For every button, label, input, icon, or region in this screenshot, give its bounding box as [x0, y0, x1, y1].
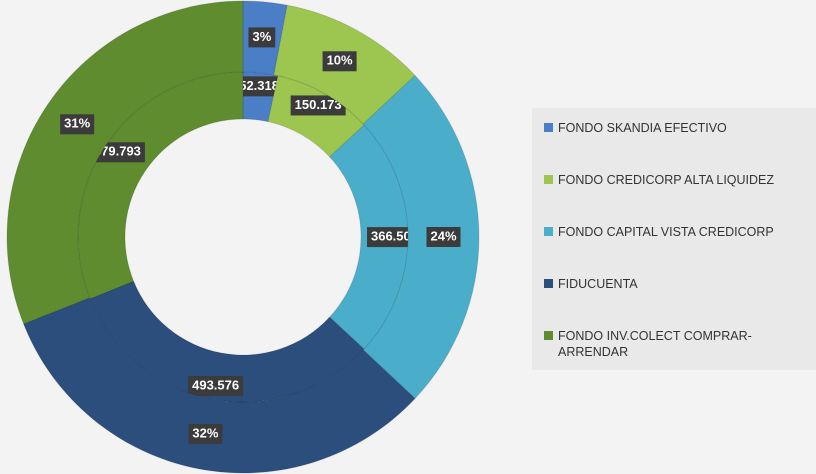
legend-item: FONDO SKANDIA EFECTIVO [544, 120, 816, 172]
data-label-box [188, 423, 223, 444]
doughnut-segment [362, 74, 480, 400]
doughnut-segment [6, 0, 244, 325]
legend-swatch [544, 175, 553, 184]
legend-item: FONDO CREDICORP ALTA LIQUIDEZ [544, 172, 816, 224]
legend: FONDO SKANDIA EFECTIVO FONDO CREDICORP AL… [532, 108, 816, 370]
data-label-box [188, 376, 244, 397]
data-label-text: 150.173 [295, 97, 342, 112]
data-label-text: 366.504 [371, 229, 419, 244]
data-label-box [235, 76, 283, 97]
data-label: 3% [248, 27, 276, 48]
data-label-text: 32% [192, 425, 218, 440]
legend-swatch [544, 227, 553, 236]
data-label-box [426, 227, 461, 247]
legend-label: FONDO CREDICORP ALTA LIQUIDEZ [558, 173, 775, 187]
data-label: 31% [60, 114, 95, 135]
legend-item: FONDO INV.COLECT COMPRAR-ARRENDAR [544, 328, 816, 380]
doughnut-segment [77, 71, 244, 300]
legend-item: FONDO CAPITAL VISTA CREDICORP [544, 224, 816, 276]
data-label-text: 52.318 [239, 78, 279, 93]
data-label-box [290, 95, 346, 116]
legend-label: FONDO SKANDIA EFECTIVO [558, 121, 727, 135]
data-label: 24% [426, 227, 461, 247]
data-label-text: 493.576 [192, 377, 239, 392]
legend-swatch [544, 331, 553, 340]
legend-swatch [544, 123, 553, 132]
data-label-text: 24% [430, 228, 456, 243]
data-label: 493.576 [188, 376, 244, 397]
data-label-box [322, 51, 357, 72]
legend-label: FONDO CAPITAL VISTA CREDICORP [558, 225, 774, 239]
legend-label: FONDO INV.COLECT COMPRAR-ARRENDAR [558, 329, 752, 359]
legend-swatch [544, 279, 553, 288]
data-label-text: 3% [252, 29, 271, 44]
legend-label: FIDUCUENTA [558, 277, 638, 291]
chart: 52.318 150.173 366.504 493.576 479.793 3% 10% 2… [6, 0, 480, 474]
data-label: 52.318 [235, 76, 283, 97]
data-label-box [60, 114, 95, 135]
legend-item: FIDUCUENTA [544, 276, 816, 328]
doughnut-segment [22, 297, 416, 474]
data-label: 150.173 [290, 95, 346, 116]
data-label-box [248, 27, 276, 48]
data-label: 10% [322, 51, 357, 72]
data-label: 32% [188, 423, 223, 444]
data-label-text: 479.793 [94, 144, 141, 159]
data-label-text: 31% [64, 116, 90, 131]
data-label-text: 10% [327, 53, 353, 68]
